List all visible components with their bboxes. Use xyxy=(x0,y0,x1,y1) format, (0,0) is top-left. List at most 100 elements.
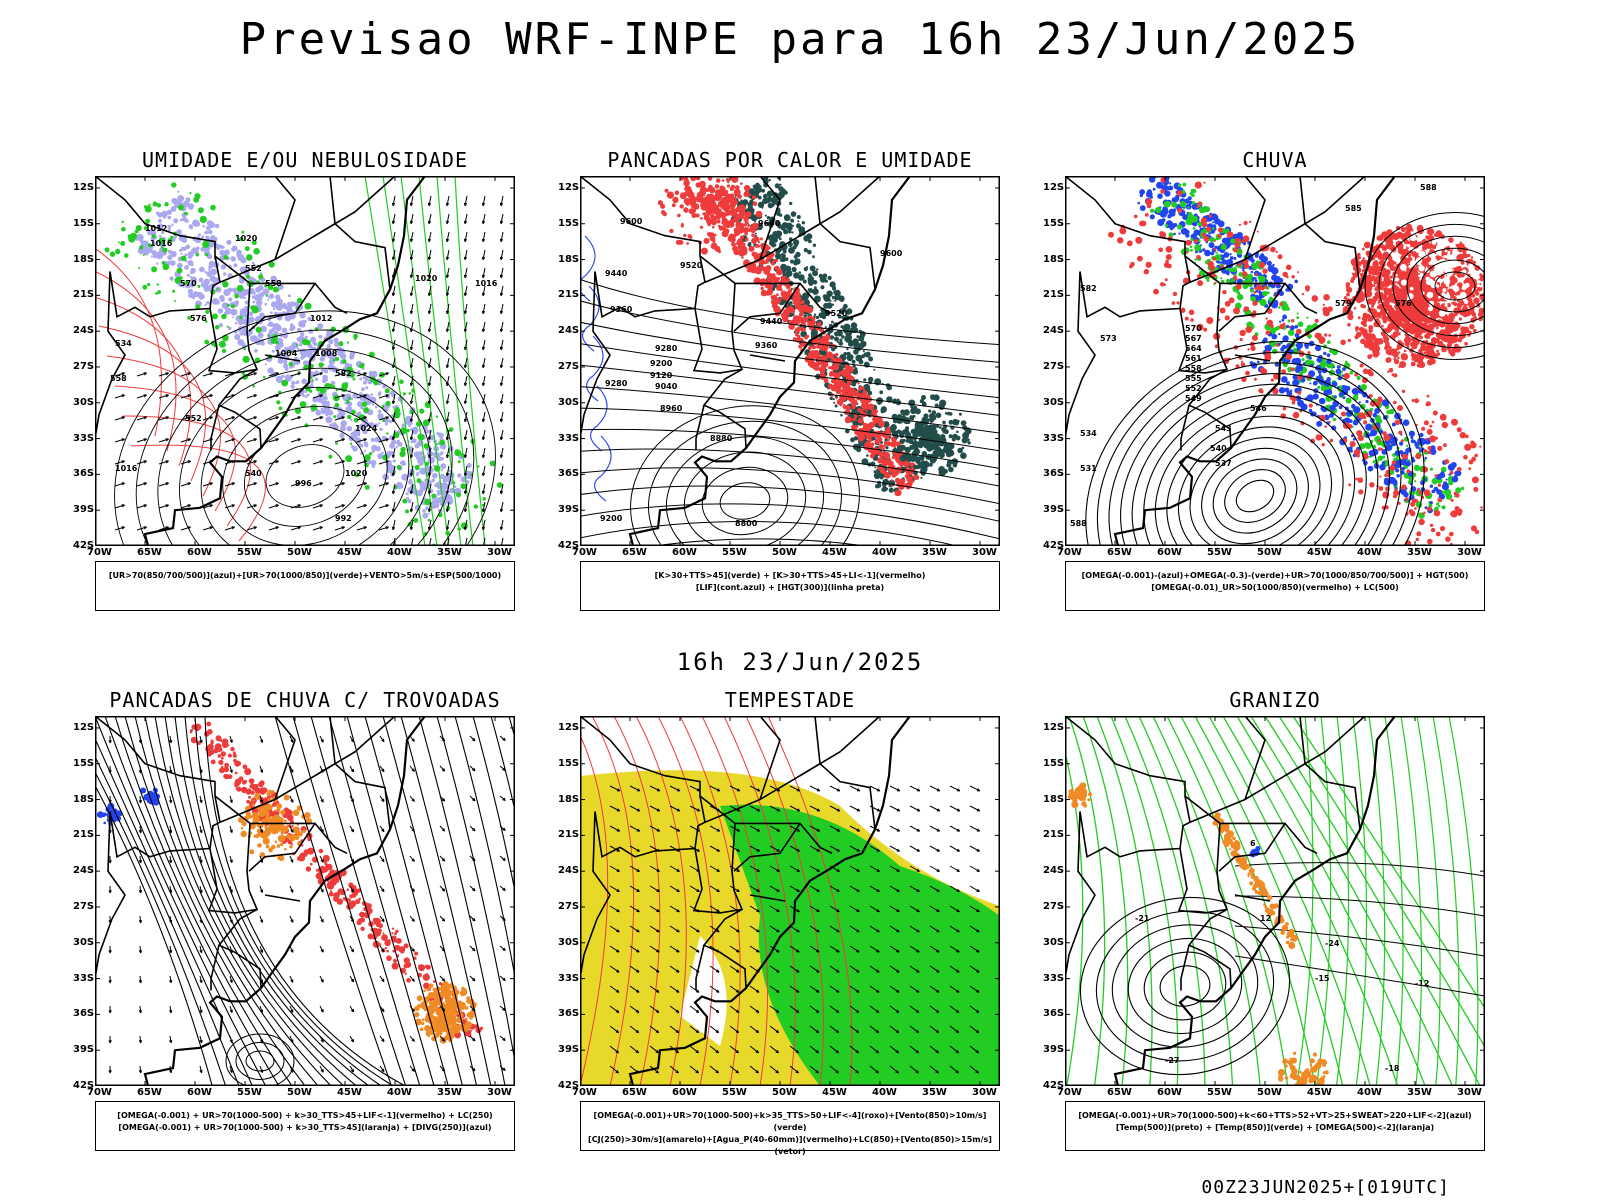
lat-label: 33S xyxy=(73,972,95,984)
contour-label: 537 xyxy=(1215,459,1232,468)
contour-label: -18 xyxy=(1385,1064,1400,1073)
contour-label: 588 xyxy=(1070,519,1087,528)
lat-label: 12S xyxy=(558,721,580,733)
lat-label: 30S xyxy=(558,936,580,948)
lat-label: 24S xyxy=(558,325,580,337)
contour-label: 9520 xyxy=(825,309,848,318)
lon-label: 70W xyxy=(87,547,112,558)
lat-label: 15S xyxy=(1043,217,1065,229)
contour-label: 8960 xyxy=(660,404,683,413)
lon-label: 55W xyxy=(1207,547,1232,558)
contour-label: 555 xyxy=(1185,374,1202,383)
contour-label: 585 xyxy=(1345,204,1362,213)
lat-label: 21S xyxy=(73,829,95,841)
lat-label: 27S xyxy=(73,360,95,372)
contour-label: 540 xyxy=(245,469,262,478)
contour-label: 558 xyxy=(1185,364,1202,373)
contour-label: -12 xyxy=(1415,979,1429,988)
contour-label: 552 xyxy=(1185,384,1202,393)
contour-label: 1024 xyxy=(355,424,378,433)
lat-label: 18S xyxy=(1043,253,1065,265)
lat-label: 30S xyxy=(1043,396,1065,408)
lat-label: 15S xyxy=(73,217,95,229)
legend-line: [OMEGA(-0.01)_UR>50(1000/850)(vermelho) … xyxy=(1151,583,1399,592)
contour-label: 552 xyxy=(185,414,202,423)
contour-label: 1016 xyxy=(475,279,498,288)
lon-label: 70W xyxy=(572,547,597,558)
panel-title: PANCADAS DE CHUVA C/ TROVOADAS xyxy=(109,688,501,712)
contour-label: -21 xyxy=(1135,914,1150,923)
contour-label: 9600 xyxy=(620,217,643,226)
lat-label: 36S xyxy=(73,1008,95,1020)
lat-label: 39S xyxy=(73,1044,95,1056)
lat-label: 21S xyxy=(73,289,95,301)
lon-label: 60W xyxy=(187,547,212,558)
contour-label: 9120 xyxy=(650,371,673,380)
lon-label: 30W xyxy=(1457,547,1482,558)
lon-label: 30W xyxy=(972,1087,997,1098)
lon-label: 50W xyxy=(287,1087,312,1098)
lat-label: 18S xyxy=(73,793,95,805)
lat-label: 21S xyxy=(1043,829,1065,841)
contour-label: 1020 xyxy=(235,234,258,243)
contour-label: 9360 xyxy=(755,341,778,350)
panel-title: GRANIZO xyxy=(1229,688,1321,712)
lon-label: 35W xyxy=(922,1087,947,1098)
contour-label: 558 xyxy=(110,374,127,383)
lon-label: 35W xyxy=(1407,547,1432,558)
lat-label: 15S xyxy=(73,757,95,769)
map-panel-5: TEMPESTADE 12S 15S 18S 21S 24S 27S 30S 33S 36S 39S… xyxy=(540,688,1040,1178)
weather-map: 9600 9520 9440 9360 9280 9200 9120 9040 8960 8880… xyxy=(580,176,1000,546)
weather-map xyxy=(580,716,1000,1086)
lat-label: 12S xyxy=(558,181,580,193)
contour-label: 9040 xyxy=(655,382,678,391)
contour-label: 534 xyxy=(1080,429,1097,438)
contour-label: 9360 xyxy=(610,305,633,314)
lon-label: 50W xyxy=(772,547,797,558)
lat-label: 24S xyxy=(1043,325,1065,337)
map-panel-4: PANCADAS DE CHUVA C/ TROVOADAS 12S 15S 18S 2… xyxy=(55,688,555,1178)
contour-label: 543 xyxy=(1215,424,1232,433)
lat-label: 30S xyxy=(558,396,580,408)
lon-label: 40W xyxy=(872,1087,897,1098)
legend-line: [K>30+TTS>45](verde) + [K>30+TTS>45+LI<-… xyxy=(654,571,926,580)
lat-label: 42S xyxy=(1043,1080,1065,1091)
panel-title: PANCADAS POR CALOR E UMIDADE xyxy=(607,148,973,172)
lon-label: 70W xyxy=(1057,547,1082,558)
contour-label: 996 xyxy=(295,479,312,488)
lon-label: 70W xyxy=(572,1087,597,1098)
lat-label: 27S xyxy=(558,900,580,912)
lon-label: 50W xyxy=(772,1087,797,1098)
contour-label: 1016 xyxy=(115,464,138,473)
lon-label: 55W xyxy=(237,1087,262,1098)
lat-label: 42S xyxy=(1043,540,1065,551)
lon-label: 50W xyxy=(1257,1087,1282,1098)
lat-label: 15S xyxy=(558,757,580,769)
lat-label: 18S xyxy=(1043,793,1065,805)
panel-legend: [OMEGA(-0.001)+UR>70(1000-500)+k<60+TTS>… xyxy=(1065,1101,1485,1151)
lat-label: 21S xyxy=(1043,289,1065,301)
lat-label: 12S xyxy=(1043,181,1065,193)
lat-label: 30S xyxy=(73,396,95,408)
lon-label: 40W xyxy=(387,547,412,558)
contour-label: 579 xyxy=(1335,299,1352,308)
contour-label: 9600 xyxy=(758,219,781,228)
contour-label: 576 xyxy=(190,314,207,323)
map-panel-6: GRANIZO -27 -21 -15 -12 -18 -24 12 6 12S 15S 18S 21S… xyxy=(1025,688,1525,1178)
lon-label: 45W xyxy=(1307,547,1332,558)
lon-label: 55W xyxy=(722,1087,747,1098)
contour-label: 1016 xyxy=(150,239,173,248)
lon-label: 35W xyxy=(922,547,947,558)
contour-label: 12 xyxy=(1260,914,1271,923)
contour-label: 9200 xyxy=(650,359,673,368)
lat-label: 21S xyxy=(558,289,580,301)
lat-label: 33S xyxy=(1043,432,1065,444)
contour-label: 1004 xyxy=(275,349,298,358)
lon-label: 55W xyxy=(1207,1087,1232,1098)
lat-label: 36S xyxy=(558,1008,580,1020)
contour-label: 992 xyxy=(335,514,352,523)
lat-label: 39S xyxy=(73,504,95,516)
lon-label: 30W xyxy=(972,547,997,558)
contour-label: 570 xyxy=(1185,324,1202,333)
lat-label: 42S xyxy=(73,540,95,551)
